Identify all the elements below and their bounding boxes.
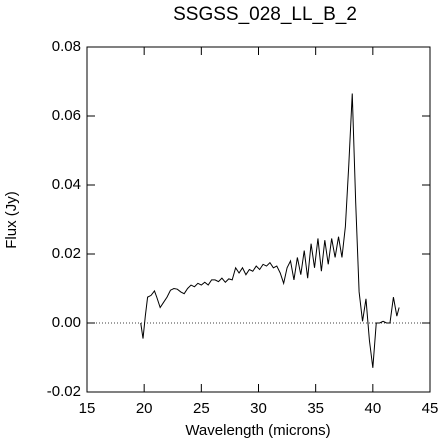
y-tick-label: 0.08	[52, 38, 81, 55]
y-tick-label: 0.02	[52, 245, 81, 262]
x-tick-label: 45	[422, 400, 439, 417]
data-line	[140, 93, 400, 368]
y-tick-label: -0.02	[47, 383, 81, 400]
y-tick-label: 0.00	[52, 314, 81, 331]
x-tick-label: 30	[250, 400, 267, 417]
x-tick-label: 15	[79, 400, 96, 417]
y-tick-label: 0.06	[52, 107, 81, 124]
x-tick-label: 35	[307, 400, 324, 417]
x-tick-label: 40	[364, 400, 381, 417]
plot-frame	[86, 46, 431, 393]
x-tick-label: 25	[193, 400, 210, 417]
x-axis-label: Wavelength (microns)	[185, 422, 330, 439]
x-tick-label: 20	[136, 400, 153, 417]
chart-title: SSGSS_028_LL_B_2	[173, 4, 357, 25]
y-axis-label: Flux (Jy)	[3, 191, 20, 249]
y-tick-label: 0.04	[52, 176, 81, 193]
